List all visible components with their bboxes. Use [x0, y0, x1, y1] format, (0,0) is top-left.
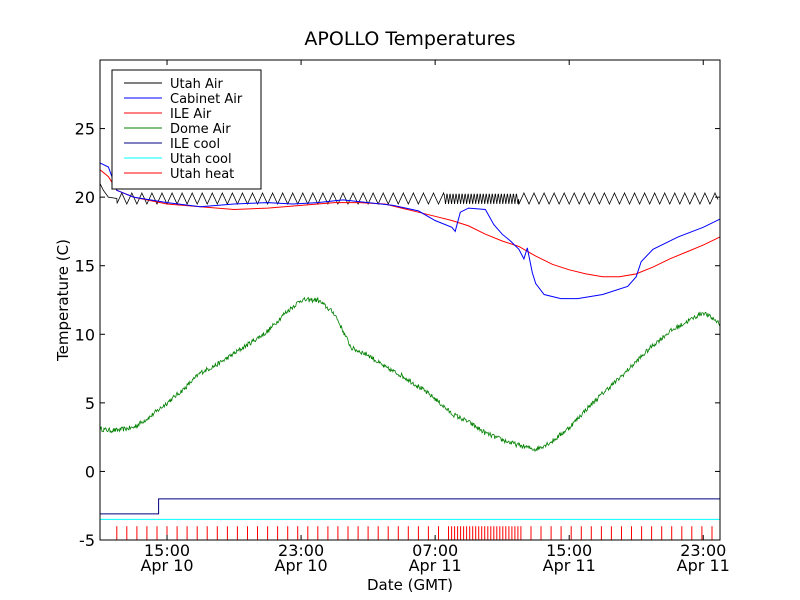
- y-tick-label: 5: [85, 394, 95, 413]
- x-tick-date-label: Apr 10: [275, 556, 328, 575]
- x-tick-time-label: 23:00: [680, 541, 726, 560]
- series-cabinet-air-line: [99, 162, 721, 300]
- x-tick-date-label: Apr 11: [409, 556, 462, 575]
- chart-title: APOLLO Temperatures: [304, 28, 515, 50]
- series-ile-air-line: [99, 169, 721, 278]
- series-dome-air-line: [99, 296, 721, 453]
- x-tick-time-label: 23:00: [278, 541, 324, 560]
- x-tick-date-label: Apr 10: [140, 556, 193, 575]
- legend-label-utah-cool: Utah cool: [170, 152, 232, 167]
- x-tick-date-label: Apr 11: [543, 556, 596, 575]
- plot-frame: [99, 59, 721, 541]
- legend-label-dome-air: Dome Air: [170, 122, 231, 137]
- x-axis-label: Date (GMT): [367, 576, 453, 594]
- legend-box: [111, 69, 262, 190]
- series-utah-air-line: [99, 183, 719, 206]
- legend-label-cabinet-air: Cabinet Air: [170, 92, 243, 107]
- x-tick-date-label: Apr 11: [677, 556, 730, 575]
- y-tick-label: 25: [75, 120, 95, 139]
- legend-label-ile-air: ILE Air: [170, 107, 212, 122]
- legend-label-utah-air: Utah Air: [170, 77, 223, 92]
- legend-label-utah-heat: Utah heat: [170, 167, 234, 182]
- series-utah-heat-line: [116, 526, 713, 540]
- y-axis-label: Temperature (C): [54, 239, 72, 362]
- series-ile-cool-line: [100, 498, 720, 515]
- legend-label-ile-cool: ILE cool: [170, 137, 220, 152]
- y-tick-label: 0: [85, 462, 95, 481]
- x-tick-time-label: 07:00: [412, 541, 458, 560]
- y-tick-label: 10: [75, 325, 95, 344]
- x-tick-time-label: 15:00: [144, 541, 190, 560]
- y-tick-label: 20: [75, 188, 95, 207]
- y-axis: -5 0 5 10 15 20 25: [75, 120, 720, 550]
- y-tick-label: 15: [75, 257, 95, 276]
- plot-area: [99, 162, 721, 540]
- y-tick-label: -5: [79, 531, 95, 550]
- x-tick-time-label: 15:00: [546, 541, 592, 560]
